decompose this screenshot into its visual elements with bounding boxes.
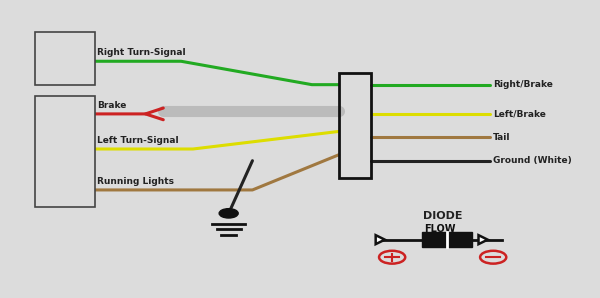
Circle shape <box>219 209 238 218</box>
Bar <box>422 232 472 247</box>
Polygon shape <box>479 235 488 244</box>
Text: Brake: Brake <box>97 101 126 110</box>
Polygon shape <box>376 235 385 244</box>
Text: Left/Brake: Left/Brake <box>493 109 546 118</box>
Text: Left
Tail: Left Tail <box>55 141 76 163</box>
Text: DIODE: DIODE <box>423 211 463 221</box>
Text: Right
Tail: Right Tail <box>50 48 80 69</box>
Text: Tail: Tail <box>493 133 511 142</box>
Text: Right Turn-Signal: Right Turn-Signal <box>97 48 185 57</box>
Bar <box>338 73 371 178</box>
Text: Right/Brake: Right/Brake <box>493 80 553 89</box>
Text: Left Turn-Signal: Left Turn-Signal <box>97 136 178 145</box>
Bar <box>35 32 95 85</box>
Text: Ground (White): Ground (White) <box>493 156 572 165</box>
Bar <box>35 96 95 207</box>
Text: FLOW: FLOW <box>424 224 455 235</box>
Text: Running Lights: Running Lights <box>97 177 174 186</box>
